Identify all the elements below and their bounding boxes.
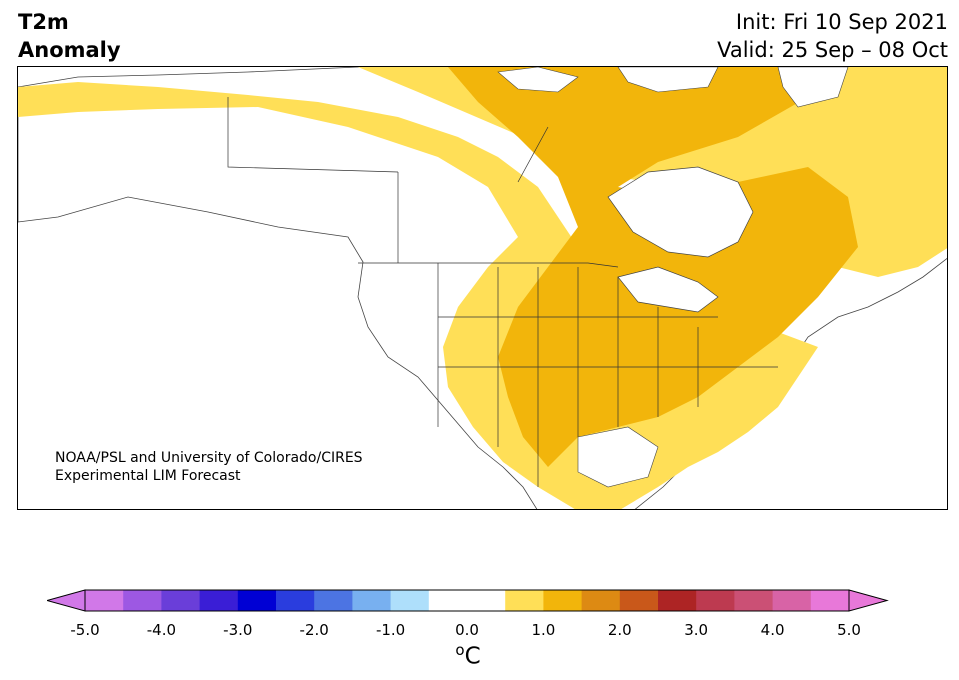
colorbar-tick-label: 1.0 (531, 621, 556, 639)
colorbar-cell (619, 590, 659, 611)
map-canvas (18, 67, 947, 509)
colorbar-tick-label: 5.0 (837, 621, 861, 639)
colorbar-cell (734, 590, 774, 611)
colorbar-cell (467, 590, 506, 611)
colorbar-tick-label: 4.0 (760, 621, 785, 639)
colorbar-cell (810, 590, 850, 611)
colorbar-tick-label: -3.0 (223, 621, 253, 639)
colorbar-cell (505, 590, 544, 611)
colorbar-tick-label: -4.0 (146, 621, 177, 639)
colorbar-tick-label: 0.0 (455, 621, 479, 639)
colorbar-tick-label: 3.0 (684, 621, 709, 639)
valid-period: Valid: 25 Sep – 08 Oct (717, 38, 948, 62)
arctic-islands (497, 67, 849, 108)
colorbar-cell (85, 590, 124, 611)
unit-degree: o (455, 641, 465, 659)
map-title: T2m Anomaly (18, 8, 121, 64)
colorbar-tick-label: -2.0 (299, 621, 329, 639)
colorbar-cell (772, 590, 812, 611)
colorbar (47, 589, 889, 612)
credit-line-1: NOAA/PSL and University of Colorado/CIRE… (55, 450, 363, 466)
colorbar-cell (123, 590, 162, 611)
colorbar-cell (696, 590, 735, 611)
forecast-dates: Init: Fri 10 Sep 2021 Valid: 25 Sep – 08… (717, 8, 948, 64)
colorbar-cell (390, 590, 430, 611)
title-line-anomaly: Anomaly (18, 38, 121, 62)
colorbar-cell (314, 590, 353, 611)
title-line-variable: T2m (18, 10, 69, 34)
colorbar-cell (543, 590, 583, 611)
colorbar-under-extension (47, 589, 86, 612)
borders (227, 97, 778, 487)
colorbar-cell (161, 590, 201, 611)
colorbar-cell (352, 590, 392, 611)
colorbar-cell (199, 590, 239, 611)
colorbar-over-extension (848, 589, 889, 612)
data-credit: NOAA/PSL and University of Colorado/CIRE… (55, 449, 363, 485)
great-lakes (617, 266, 719, 313)
unit-celsius: C (464, 643, 481, 670)
colorbar-tick-label: 2.0 (607, 621, 632, 639)
gulf-of-mexico (577, 426, 659, 488)
unit-label: oC (440, 641, 496, 670)
hudson-bay (607, 166, 754, 258)
colorbar-cell (237, 590, 277, 611)
init-date: Init: Fri 10 Sep 2021 (735, 10, 948, 34)
credit-line-2: Experimental LIM Forecast (55, 468, 241, 484)
colorbar-cell (581, 590, 621, 611)
colorbar-cell (658, 590, 697, 611)
colorbar-cell (276, 590, 315, 611)
colorbar-cell (428, 590, 468, 611)
anomaly-map: NOAA/PSL and University of Colorado/CIRE… (17, 66, 948, 510)
colorbar-tick-label: -1.0 (375, 621, 406, 639)
colorbar-frame (84, 589, 850, 612)
colorbar-tick-label: -5.0 (70, 621, 100, 639)
